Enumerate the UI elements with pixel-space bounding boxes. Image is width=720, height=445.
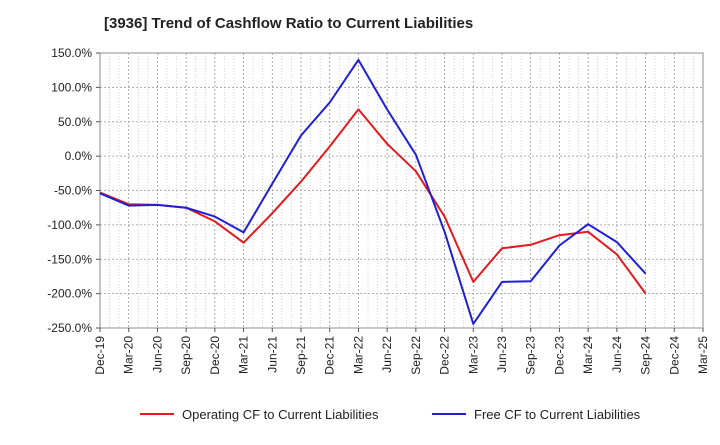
x-tick-label: Mar-22 [351, 336, 365, 374]
x-tick-label: Sep-22 [409, 336, 423, 375]
x-tick-label: Mar-23 [466, 336, 480, 374]
x-tick-label: Dec-19 [93, 336, 107, 375]
legend-label: Operating CF to Current Liabilities [182, 407, 379, 422]
x-tick-label: Jun-22 [380, 336, 394, 373]
y-tick-label: -100.0% [47, 218, 92, 232]
x-tick-label: Mar-24 [581, 336, 595, 374]
x-tick-label: Dec-22 [438, 336, 452, 375]
y-tick-label: 100.0% [51, 80, 92, 94]
x-tick-label: Dec-24 [667, 336, 681, 375]
x-tick-label: Sep-21 [294, 336, 308, 375]
y-tick-label: -250.0% [47, 321, 92, 335]
x-tick-label: Jun-23 [495, 336, 509, 373]
x-tick-label: Sep-24 [639, 336, 653, 375]
x-tick-label: Sep-23 [524, 336, 538, 375]
legend-label: Free CF to Current Liabilities [474, 407, 641, 422]
y-tick-label: 150.0% [51, 46, 92, 60]
y-tick-label: -150.0% [47, 252, 92, 266]
x-tick-label: Mar-25 [696, 336, 710, 374]
x-tick-label: Jun-20 [150, 336, 164, 373]
x-tick-label: Dec-21 [323, 336, 337, 375]
x-tick-label: Dec-23 [552, 336, 566, 375]
x-tick-label: Mar-21 [237, 336, 251, 374]
y-tick-label: -200.0% [47, 287, 92, 301]
y-tick-label: -50.0% [54, 184, 92, 198]
x-tick-label: Dec-20 [208, 336, 222, 375]
x-tick-label: Jun-21 [265, 336, 279, 373]
y-tick-label: 50.0% [58, 115, 92, 129]
x-tick-label: Sep-20 [179, 336, 193, 375]
y-tick-label: 0.0% [65, 149, 93, 163]
x-tick-label: Jun-24 [610, 336, 624, 373]
x-tick-label: Mar-20 [122, 336, 136, 374]
chart-title: [3936] Trend of Cashflow Ratio to Curren… [104, 15, 473, 32]
